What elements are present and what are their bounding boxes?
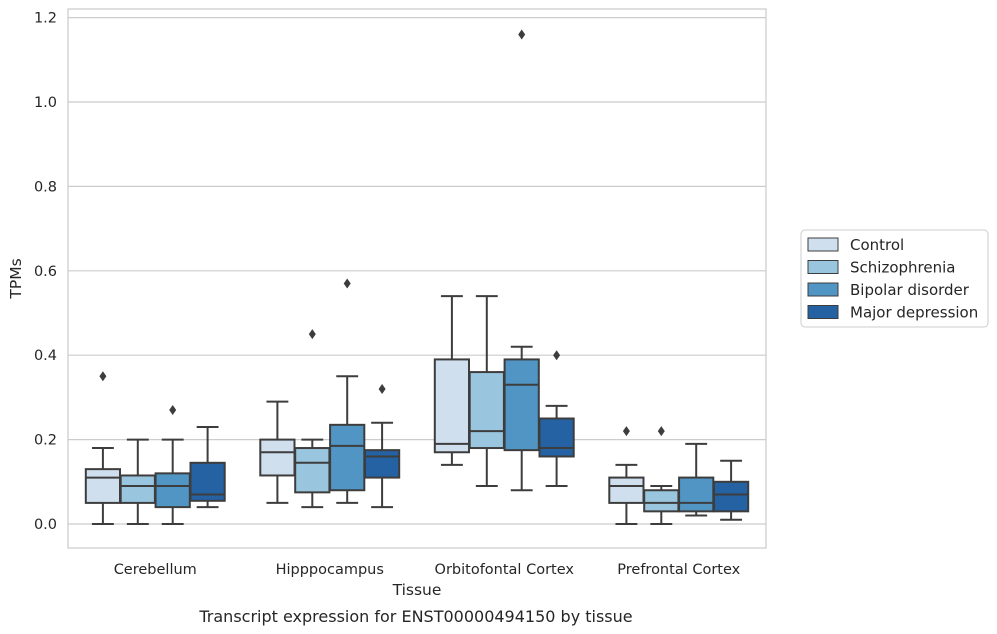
box-iqr	[503, 358, 540, 452]
box-3-1	[363, 383, 401, 509]
box-3-0	[189, 425, 226, 509]
x-tick-label: Prefrontal Cortex	[617, 562, 740, 578]
legend-label: Bipolar disorder	[850, 281, 970, 299]
legend-label: Major depression	[850, 304, 978, 322]
x-axis-ticks: Cerebellum Hipppocampus Orbitofontal Corte…	[114, 562, 741, 578]
box-0-0	[84, 371, 122, 525]
box-iqr	[294, 447, 331, 494]
box-iqr	[608, 476, 645, 504]
box-iqr	[154, 472, 191, 509]
legend-swatch	[807, 282, 839, 297]
legend-label: Control	[850, 236, 904, 254]
outlier-point	[169, 405, 177, 416]
box-iqr	[329, 423, 366, 492]
box-1-3	[643, 426, 680, 525]
legend-frame	[800, 229, 989, 328]
outlier-point	[308, 329, 316, 340]
legend-swatch	[807, 237, 839, 252]
outlier-point	[518, 29, 526, 40]
y-tick-label: 0.8	[34, 179, 57, 195]
legend-swatch	[807, 260, 839, 274]
x-tick-label: Orbitofontal Cortex	[435, 562, 575, 578]
outlier-point	[622, 426, 630, 437]
box-iqr	[433, 358, 471, 454]
legend-label: Schizophrenia	[850, 259, 955, 277]
outlier-point	[657, 426, 665, 437]
chart-caption: Transcript expression for ENST0000049415…	[198, 607, 632, 626]
y-tick-label: 1.0	[34, 95, 57, 111]
box-plots	[84, 29, 750, 525]
box-iqr	[678, 476, 715, 513]
x-tick-label: Cerebellum	[114, 562, 197, 578]
outlier-point	[343, 278, 351, 289]
box-iqr	[259, 438, 296, 477]
outlier-point	[99, 371, 107, 382]
box-iqr	[712, 480, 750, 513]
box-iqr	[119, 474, 156, 504]
box-3-2	[538, 350, 575, 488]
box-2-2	[503, 29, 540, 492]
box-2-3	[678, 442, 715, 517]
outlier-point	[553, 350, 561, 361]
plot-frame	[67, 8, 767, 549]
box-1-1	[294, 329, 331, 509]
box-iqr	[468, 371, 505, 450]
y-tick-label: 0.2	[34, 433, 57, 449]
legend-swatch	[807, 305, 839, 319]
box-2-1	[329, 278, 366, 504]
box-iqr	[84, 468, 122, 504]
box-iqr	[363, 449, 401, 479]
box-2-0	[154, 405, 191, 525]
outlier-point	[378, 383, 386, 394]
box-iqr	[643, 489, 680, 513]
y-axis-label: TPMs	[7, 258, 25, 299]
box-3-3	[712, 459, 750, 521]
y-axis-ticks: 0.0 0.2 0.4 0.6 0.8 1.0 1.2	[34, 11, 57, 533]
y-tick-label: 1.2	[34, 11, 57, 27]
y-tick-label: 0.4	[34, 348, 57, 364]
legend: Control Schizophrenia Bipolar disorder Majo…	[800, 229, 989, 328]
box-0-2	[433, 295, 471, 466]
grid-lines	[68, 17, 766, 525]
box-1-2	[468, 295, 505, 488]
x-tick-label: Hipppocampus	[276, 562, 384, 578]
box-0-1	[259, 400, 296, 504]
box-0-3	[608, 426, 645, 525]
box-1-0	[119, 438, 156, 525]
box-iqr	[538, 417, 575, 458]
y-tick-label: 0.0	[34, 517, 57, 533]
x-axis-label: Tissue	[392, 581, 442, 599]
y-tick-label: 0.6	[34, 264, 57, 280]
